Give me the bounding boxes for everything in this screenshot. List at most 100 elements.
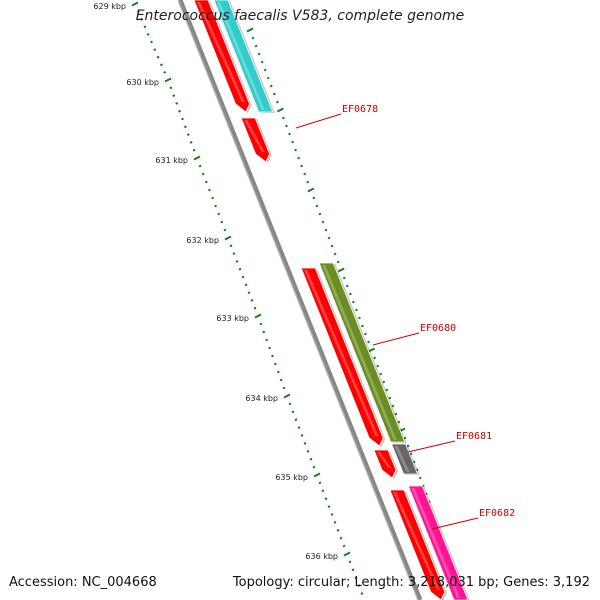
- inner-ruler-minor-tick: [318, 212, 322, 216]
- gene-label[interactable]: EF0682: [479, 508, 515, 519]
- gene-label[interactable]: EF0680: [420, 323, 456, 334]
- ruler-tick-label: 636 kbp: [305, 552, 338, 561]
- inner-ruler-minor-tick: [418, 476, 422, 480]
- gene-arrow-highlight: [244, 120, 265, 152]
- inner-ruler-minor-tick: [263, 68, 267, 72]
- gene-arrow[interactable]: [391, 443, 419, 475]
- inner-ruler-minor-tick: [382, 380, 386, 384]
- inner-ruler-minor-tick: [409, 452, 413, 456]
- gene-arrow[interactable]: [193, 0, 251, 113]
- ruler-minor-tick: [201, 172, 205, 176]
- ruler-minor-tick: [294, 418, 298, 422]
- ruler-minor-tick: [143, 25, 147, 29]
- inner-ruler-major-tick: [368, 347, 376, 353]
- inner-ruler-minor-tick: [345, 284, 349, 288]
- ruler-minor-tick: [354, 576, 358, 580]
- ruler-minor-tick: [288, 402, 292, 406]
- ruler-major-tick: [224, 235, 232, 241]
- ruler-minor-tick: [183, 125, 187, 129]
- inner-ruler-major-tick: [337, 267, 345, 273]
- ruler-tick-label: 633 kbp: [216, 314, 249, 323]
- ruler-minor-tick: [309, 457, 313, 461]
- inner-ruler-minor-tick: [272, 92, 276, 96]
- inner-ruler-minor-tick: [385, 388, 389, 392]
- ruler-minor-tick: [189, 141, 193, 144]
- inner-ruler-minor-tick: [361, 324, 364, 328]
- ruler-minor-tick: [211, 196, 214, 200]
- gene-leader-line: [372, 332, 420, 346]
- inner-ruler-minor-tick: [406, 444, 410, 448]
- map-title: Enterococcus faecalis V583, complete gen…: [135, 8, 465, 24]
- gene-arrow-highlight: [393, 492, 440, 590]
- gene-arrow[interactable]: [318, 262, 406, 443]
- inner-ruler-minor-tick: [333, 252, 337, 256]
- ruler-minor-tick: [204, 180, 208, 184]
- ruler-minor-tick: [186, 133, 190, 136]
- ruler-minor-tick: [259, 322, 263, 326]
- gene-arrow[interactable]: [300, 267, 384, 447]
- ruler-minor-tick: [279, 378, 283, 382]
- inner-ruler-minor-tick: [288, 132, 291, 136]
- ruler-major-tick: [193, 155, 201, 161]
- gene-label[interactable]: EF0678: [342, 104, 378, 115]
- gene-leader-line: [431, 517, 479, 530]
- gene-arrow[interactable]: [407, 485, 469, 600]
- inner-ruler-minor-tick: [403, 436, 407, 440]
- inner-ruler-minor-tick: [351, 300, 355, 304]
- inner-ruler-minor-tick: [348, 292, 352, 296]
- ruler-major-tick: [283, 393, 291, 399]
- inner-ruler-minor-tick: [394, 412, 398, 416]
- inner-ruler-minor-tick: [297, 156, 301, 160]
- inner-ruler-major-tick: [307, 187, 315, 193]
- ruler-minor-tick: [303, 442, 307, 445]
- ruler-minor-tick: [327, 505, 331, 508]
- ruler-minor-tick: [181, 117, 184, 121]
- ruler-major-tick: [343, 551, 351, 557]
- gene-arrow[interactable]: [373, 449, 397, 479]
- gene-label[interactable]: EF0681: [456, 431, 492, 442]
- gene-arrow[interactable]: [389, 489, 446, 600]
- ruler-minor-tick: [339, 536, 343, 540]
- gene-arrow[interactable]: [213, 0, 274, 113]
- inner-ruler-minor-tick: [379, 372, 383, 376]
- inner-ruler-minor-tick: [315, 204, 319, 208]
- ruler-minor-tick: [214, 204, 218, 208]
- ruler-minor-tick: [291, 410, 295, 414]
- ruler-minor-tick: [156, 55, 160, 59]
- inner-ruler-minor-tick: [254, 44, 258, 48]
- ruler-minor-tick: [169, 86, 173, 90]
- inner-ruler-minor-tick: [303, 172, 307, 176]
- ruler-ticks: [131, 1, 431, 595]
- gene-arrow-highlight: [217, 2, 265, 110]
- ruler-minor-tick: [262, 330, 266, 334]
- inner-ruler-minor-tick: [357, 316, 361, 320]
- ruler-minor-tick: [276, 370, 280, 374]
- ruler-minor-tick: [136, 10, 140, 13]
- ruler-minor-tick: [271, 354, 274, 358]
- inner-ruler-minor-tick: [376, 364, 380, 368]
- ruler-labels: 629 kbp 630 kbp 631 kbp 632 kbp 633 kbp 634 k…: [93, 2, 338, 561]
- ruler-minor-tick: [217, 212, 221, 216]
- ruler-minor-tick: [198, 164, 202, 168]
- ruler-minor-tick: [342, 544, 346, 548]
- gene-arrow-highlight: [411, 488, 460, 598]
- ruler-minor-tick: [324, 497, 328, 501]
- inner-ruler-minor-tick: [367, 340, 371, 344]
- ruler-minor-tick: [330, 513, 334, 516]
- gene-arrow-highlight: [197, 2, 245, 102]
- gene-leader-line: [407, 440, 456, 453]
- ruler-tick-label: 634 kbp: [245, 394, 278, 403]
- gene-arrow[interactable]: [240, 117, 271, 163]
- ruler-minor-tick: [306, 449, 310, 453]
- gene-arrow-highlight: [377, 452, 392, 468]
- ruler-major-tick: [313, 472, 321, 478]
- ruler-tick-label: 635 kbp: [275, 473, 308, 482]
- ruler-minor-tick: [229, 244, 233, 248]
- ruler-minor-tick: [232, 252, 236, 255]
- gene-labels: EF0678 EF0680 EF0681 EF0682: [342, 104, 515, 519]
- inner-ruler-minor-tick: [364, 332, 367, 336]
- gene-leader-lines: [295, 113, 479, 530]
- ruler-minor-tick: [333, 521, 337, 524]
- ruler-major-tick: [164, 77, 172, 83]
